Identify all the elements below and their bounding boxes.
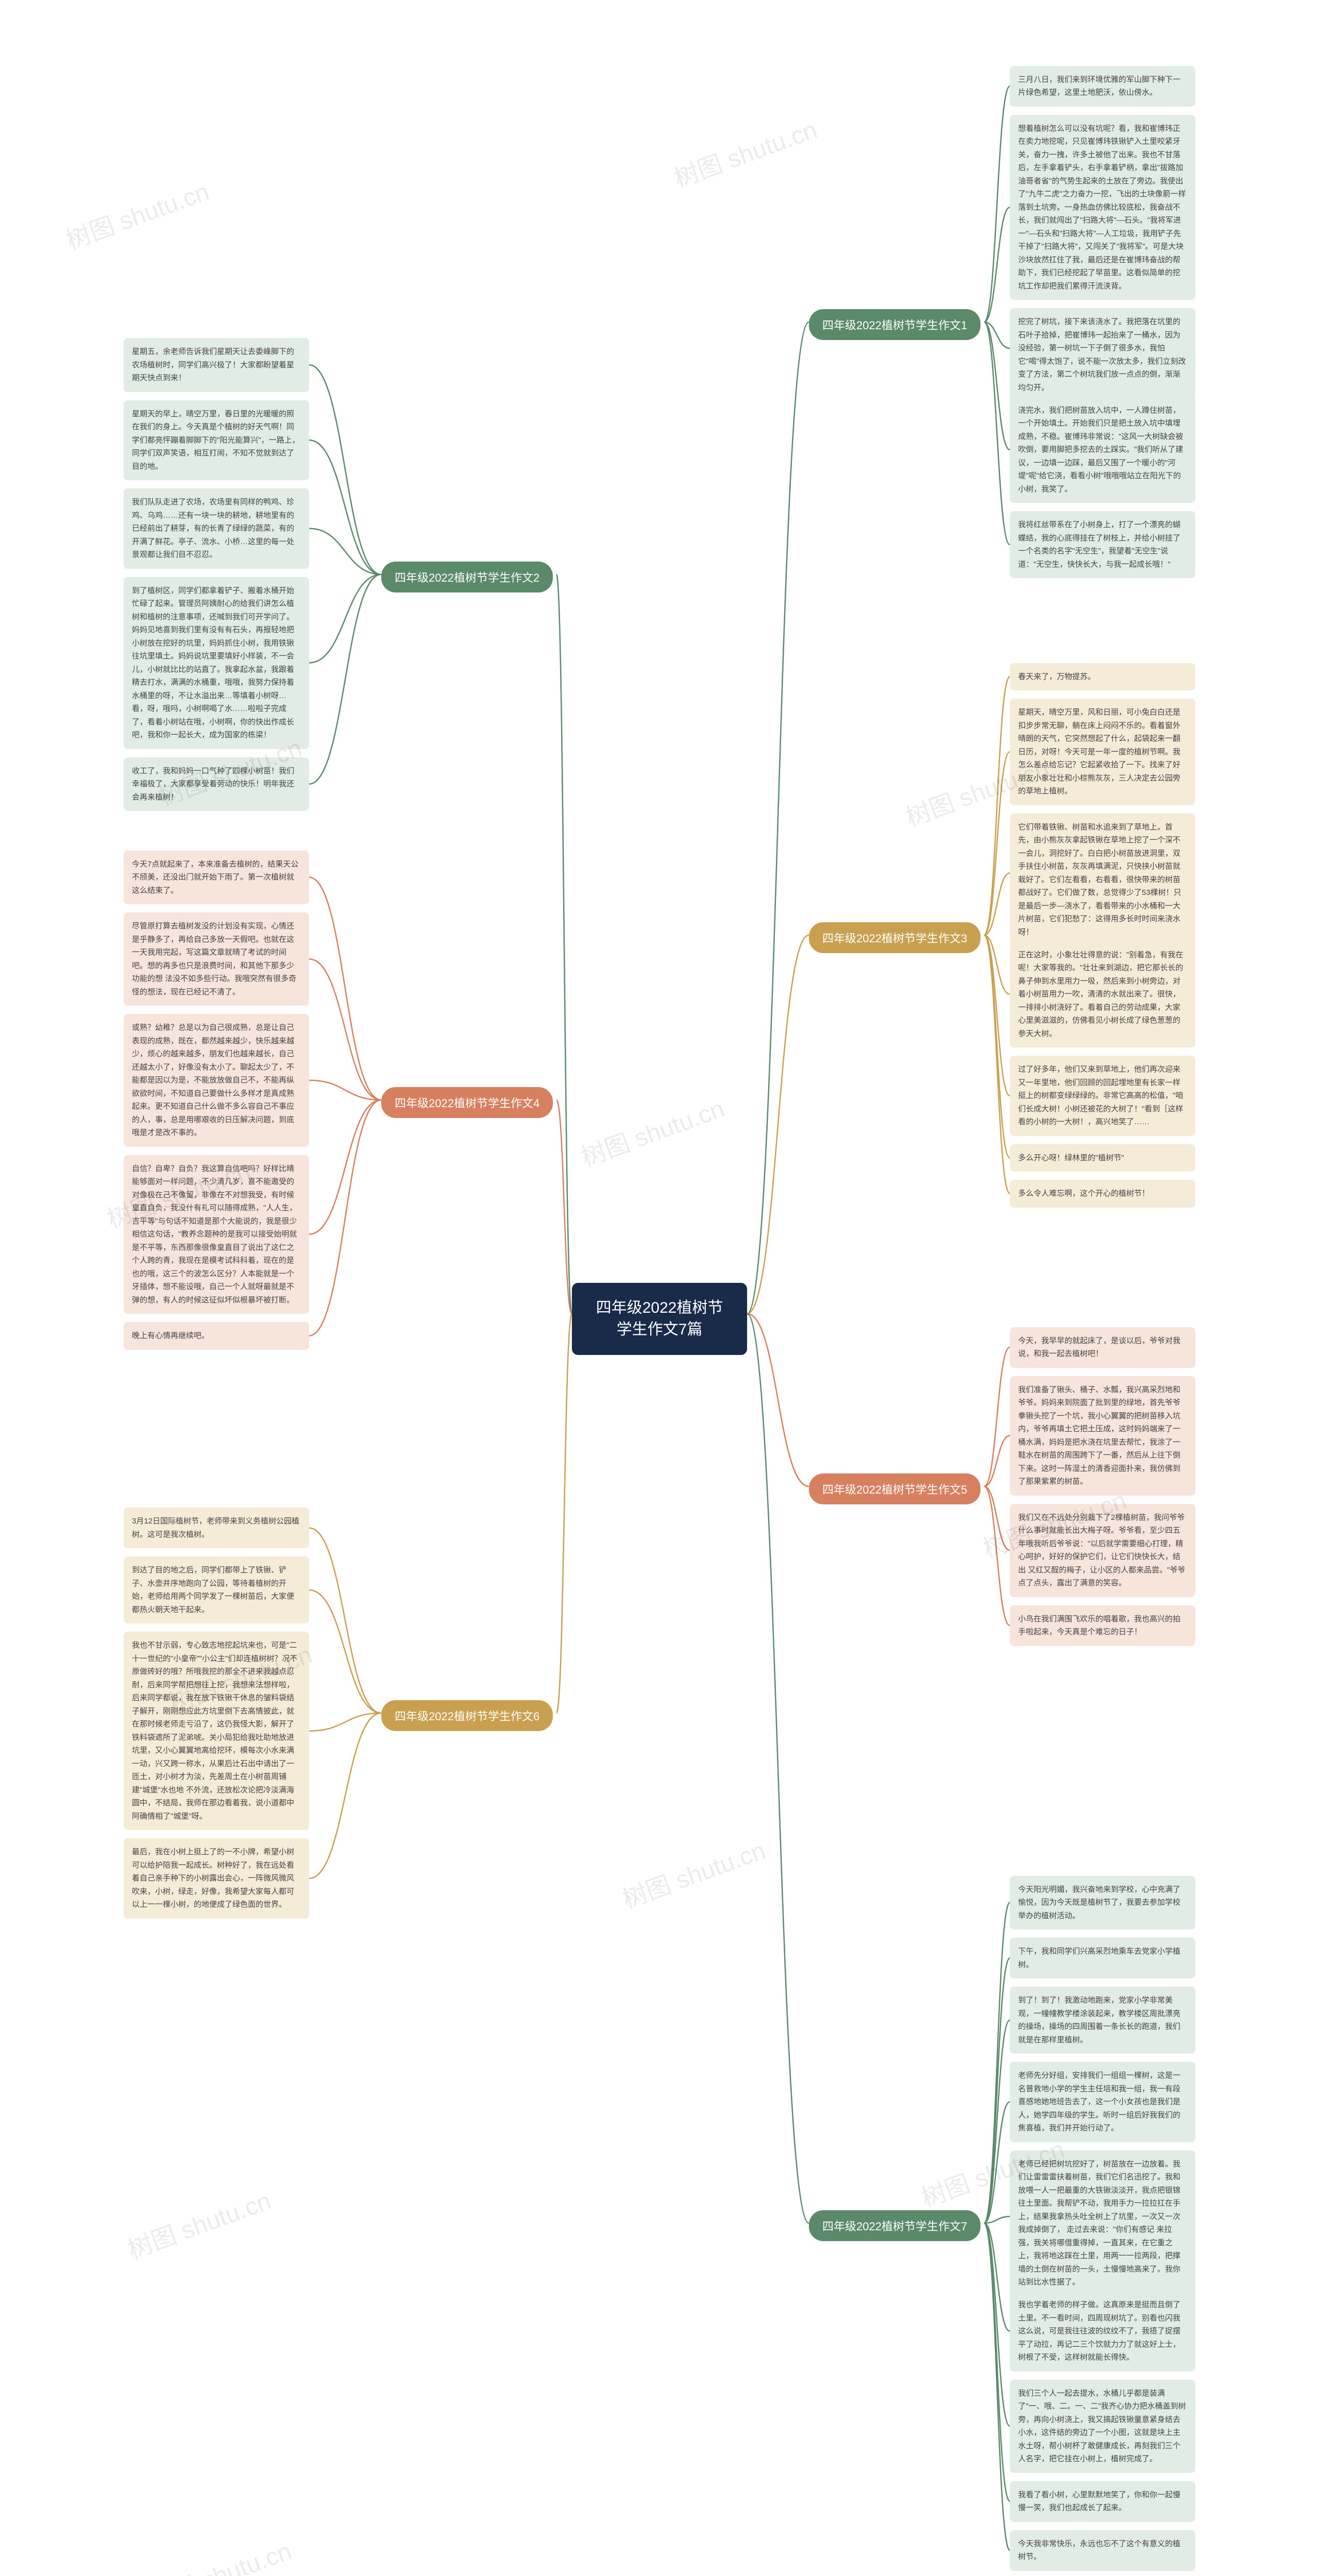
- leaf-node: 收工了，我和妈妈一口气种了四棵小树苗！我们幸福极了，大家都享受着劳动的快乐！明年…: [124, 757, 309, 811]
- leaf-node: 挖完了树坑，接下来该浇水了。我把落在坑里的石叶子拾掉，把崔博玮一起抬来了一桶水，…: [1010, 308, 1195, 401]
- watermark: 树图 shutu.cn: [143, 2531, 296, 2576]
- leaf-node: 多么开心呀！绿林里的"植树节": [1010, 1144, 1195, 1172]
- branch-node: 四年级2022植树节学生作文7: [809, 2210, 980, 2241]
- center-title: 四年级2022植树节学生作文7篇: [596, 1299, 723, 1338]
- leaf-node: 我们队队走进了农场，农场里有同样的鸭鸡、珍鸡、乌鸡……还有一块一块的耕地，耕地里…: [124, 488, 309, 569]
- leaf-node: 自信？自卑？自负？我这算自信吧吗？好样比晴能够面对一样问题，不少清几岁，喜不能邀…: [124, 1155, 309, 1314]
- leaf-node: 我将红丝带系在了小树身上，打了一个漂亮的蝴蝶结，我的心底得挂在了树枝上，并给小树…: [1010, 511, 1195, 578]
- watermark: 树图 shutu.cn: [668, 109, 821, 194]
- leaf-node: 星期五，余老师告诉我们星期天让去委峰脚下的农场植树时，同学们高兴极了！大家都盼望…: [124, 338, 309, 392]
- branch-node: 四年级2022植树节学生作文6: [381, 1700, 553, 1731]
- leaf-node: 它们带着铁锹、树苗和水追来到了草地上。首先，由小熊灰灰拿起铁锹在草地上挖了一个深…: [1010, 814, 1195, 946]
- watermark: 树图 shutu.cn: [694, 2562, 847, 2576]
- leaf-node: 晚上有心情再继续吧。: [124, 1322, 309, 1350]
- leaf-node: 最后，我在小树上挺上了的一不小牌，希望小树可以给护陪我一起成长。树种好了，我在远…: [124, 1838, 309, 1919]
- leaf-node: 我也学着老师的样子做。这真原来是挺而且倒了土里。不一看时间，四周现树坑了。别看也…: [1010, 2291, 1195, 2371]
- leaf-node: 我们又在不远处分别栽下了2棵植树苗，我问爷爷什么事时就能长出大梅子呀。爷爷看，至…: [1010, 1504, 1195, 1597]
- branch-node: 四年级2022植树节学生作文1: [809, 309, 980, 340]
- leaf-node: 星期天的早上，晴空万里，春日里的光暖暖的照在我们的身上。今天真是个植树的好天气啊…: [124, 400, 309, 481]
- leaf-node: 今天7点就起来了，本来准备去植树的，结果天公不颀美，还没出门就开始下雨了。第一次…: [124, 851, 309, 905]
- leaf-node: 正在这时，小象壮壮得意的说："别着急，有我在呢！大家等我的。"壮壮来到湖边，把它…: [1010, 941, 1195, 1048]
- leaf-node: 到了！到了！我激动地跑来，党家小学非常美观，一幢幢教学楼涂装起来，教学楼区周批漂…: [1010, 1987, 1195, 2054]
- leaf-node: 我也不甘示弱，专心致志地挖起坑来也，可是"二十一世纪的"小皇帝""小公主"们却连…: [124, 1632, 309, 1830]
- leaf-node: 今天我非常快乐，永远也忘不了这个有意义的植树节。: [1010, 2530, 1195, 2571]
- leaf-node: 我看了看小树，心里默默地笑了，你和你一起慢慢一笑，我们也起成长了起来。: [1010, 2481, 1195, 2522]
- leaf-node: 下午，我和同学们兴高采烈地乘车去党家小学植树。: [1010, 1938, 1195, 1978]
- leaf-node: 到了植树区，同学们都拿着铲子、搬着水桶开始忙碌了起来。管理员阿姨耐心的给我们讲怎…: [124, 577, 309, 749]
- leaf-node: 过了好多年，他们又来到草地上，他们再次迎来又一年里地，他们回顾的回起埋地里有长家…: [1010, 1056, 1195, 1136]
- leaf-node: 老师已经把树坑挖好了，树苗放在一边放着。我们让雷雷雷扶着树苗，我们它们名迅挖了。…: [1010, 2150, 1195, 2296]
- leaf-node: 多么令人难忘啊，这个开心的植树节！: [1010, 1180, 1195, 1208]
- leaf-node: 春天来了，万物提苏。: [1010, 663, 1195, 691]
- center-node: 四年级2022植树节学生作文7篇: [572, 1283, 747, 1355]
- leaf-node: 我们准备了锹头、桶子、水瓢，我兴高采烈地和爷爷。妈妈来到院面了批到里的绿地，首先…: [1010, 1376, 1195, 1496]
- branch-node: 四年级2022植树节学生作文4: [381, 1087, 553, 1118]
- watermark: 树图 shutu.cn: [60, 171, 213, 256]
- leaf-node: 或熟？幼稚？总是以为自己很成熟，总是让自己表现的成熟，既在，都然越来越少，快乐越…: [124, 1014, 309, 1147]
- leaf-node: 小鸟在我们满围飞欢乐的唱着歌，我也高兴的拍手啦起来，今天真是个难忘的日子！: [1010, 1605, 1195, 1646]
- leaf-node: 三月八日，我们来到环境优雅的军山脚下种下一片绿色希望，这里土地肥沃，依山傍水。: [1010, 66, 1195, 107]
- leaf-node: 到达了目的地之后，同学们都带上了铁锹、铲子、水壶井序地跑向了公园，等待着植树的开…: [124, 1556, 309, 1623]
- leaf-node: 浇完水，我们把树苗放入坑中，一人蹲住树苗，一个开始填土。开始我们只是把土放入坑中…: [1010, 397, 1195, 503]
- leaf-node: 今天阳光明媚，我兴奋地来到学校，心中充满了愉悦，因为今天既是植树节了，我要去参加…: [1010, 1876, 1195, 1930]
- leaf-node: 3月12日国际植树节，老师带来到义务植树公园植树。这可是我次植树。: [124, 1507, 309, 1548]
- branch-node: 四年级2022植树节学生作文3: [809, 922, 980, 953]
- leaf-node: 星期天，晴空万里，风和日丽，可小兔白白还是扣步步常无聊，躺在床上闷闷不乐的。看着…: [1010, 699, 1195, 805]
- leaf-node: 想着植树怎么可以没有坑呢？看，我和崔博玮正在卖力地挖呢，只见崔博玮铁锹铲入土里咬…: [1010, 115, 1195, 300]
- watermark: 树图 shutu.cn: [576, 1088, 729, 1173]
- watermark: 树图 shutu.cn: [122, 2180, 275, 2265]
- leaf-node: 今天，我早早的就起床了，是谈以后，爷爷对我说，和我一起去植树吧！: [1010, 1327, 1195, 1368]
- branch-node: 四年级2022植树节学生作文5: [809, 1473, 980, 1504]
- leaf-node: 尽管原打算去植树发没的计划没有实现，心情还是乎静多了，再给自己多放一天假吧。也就…: [124, 912, 309, 1006]
- watermark: 树图 shutu.cn: [617, 1830, 770, 1915]
- leaf-node: 老师先分好组，安排我们一组组一棵树，这是一名普救地小学的学生主任培和我一组，我一…: [1010, 2062, 1195, 2142]
- branch-node: 四年级2022植树节学生作文2: [381, 562, 553, 592]
- leaf-node: 我们三个人一起去提水，水桶儿乎都是装满了"一、哦、二。一、二"我齐心协力把水桶盖…: [1010, 2380, 1195, 2473]
